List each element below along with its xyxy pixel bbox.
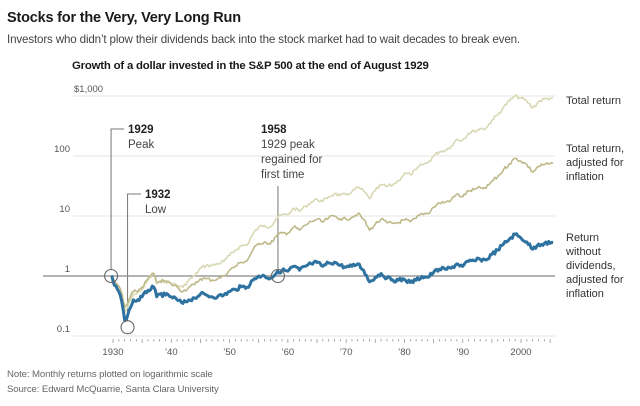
legend-label-0: Total return: [566, 95, 621, 107]
legend: Total return Total return, adjusted for inf…: [565, 95, 624, 300]
annotation-labels: 1929 Peak 1932 Low 1958 1929 peak regain…: [128, 124, 323, 216]
page-subtitle: Investors who didn’t plow their dividend…: [7, 33, 521, 46]
annotation-1958-text-line2: regained for: [261, 154, 323, 166]
chart-source: Source: Edward McQuarrie, Santa Clara Un…: [7, 384, 219, 395]
y-tick-label: 100: [54, 144, 70, 155]
annotation-markers: [104, 268, 285, 335]
x-tick-label: ’60: [282, 347, 295, 358]
annotation-leaders: [110, 128, 279, 322]
legend-label-2: dividends,: [566, 260, 616, 272]
annotation-1932-leader: [127, 193, 141, 322]
series-line-0: [110, 94, 554, 313]
annotation-1932-year: 1932: [145, 189, 171, 201]
series-lines: [43, 94, 555, 323]
page-title: Stocks for the Very, Very Long Run: [7, 10, 241, 26]
y-axis: $1,000 100 10 1 0.1: [54, 84, 103, 335]
y-tick-label: 1: [65, 264, 70, 275]
annotation-1929-year: 1929: [128, 124, 154, 136]
legend-label-2: inflation: [566, 288, 604, 300]
x-tick-label: 1930: [102, 347, 123, 358]
legend-label-2: Return: [566, 232, 599, 244]
annotation-1932-text: Low: [145, 204, 167, 216]
y-tick-label: 10: [59, 204, 70, 215]
annotation-1929-text: Peak: [128, 139, 154, 151]
grid-lines: [73, 95, 555, 337]
legend-label-2: adjusted for: [566, 274, 624, 286]
x-tick-label: ’70: [340, 347, 353, 358]
series-line-2: [110, 232, 554, 323]
legend-label-1: inflation: [566, 171, 604, 183]
x-tick-label: ’80: [398, 347, 411, 358]
y-tick-label: $1,000: [74, 84, 103, 95]
annotation-marker: [104, 268, 119, 284]
annotation-1958-text-line3: first time: [261, 169, 304, 181]
annotation-1929-leader: [110, 128, 124, 270]
annotation-1958-year: 1958: [261, 124, 287, 136]
x-tick-label: 2000: [510, 347, 531, 358]
x-tick-label: ’90: [456, 347, 469, 358]
annotation-1958-text-line1: 1929 peak: [261, 139, 315, 151]
x-tick-label: ’50: [223, 347, 236, 358]
chart-title: Growth of a dollar invested in the S&P 5…: [72, 60, 429, 72]
legend-label-1: adjusted for: [566, 157, 624, 169]
y-tick-label: 0.1: [57, 324, 70, 335]
legend-label-2: without: [565, 246, 601, 258]
legend-label-1: Total return,: [566, 143, 624, 155]
x-axis: 1930 ’40 ’50 ’60 ’70 ’80 ’90 2000: [102, 339, 551, 358]
chart-note: Note: Monthly returns plotted on logarit…: [7, 369, 213, 380]
x-tick-label: ’40: [165, 347, 178, 358]
series-line-1: [110, 157, 554, 309]
annotation-marker: [120, 320, 135, 335]
annotation-marker: [270, 268, 285, 284]
